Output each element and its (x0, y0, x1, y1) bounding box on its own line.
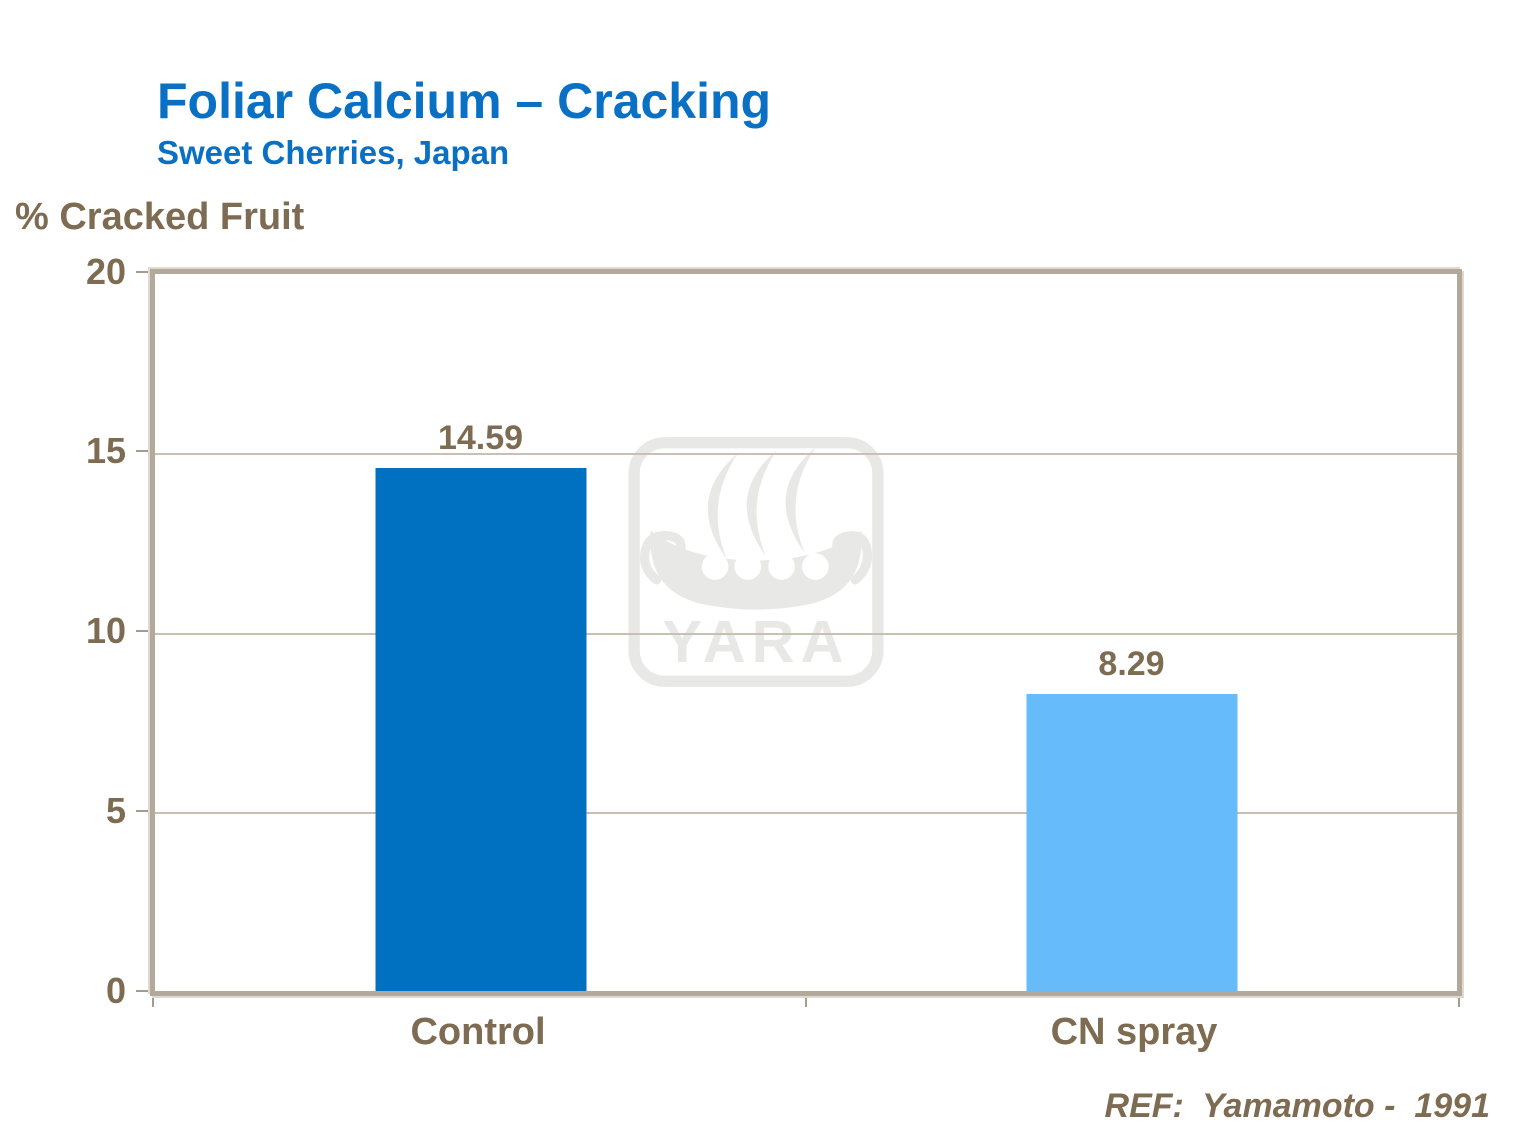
category-label-cn-spray: CN spray (1050, 1011, 1218, 1053)
slide-title: Foliar Calcium – Cracking (157, 73, 772, 129)
bar-group-cn-spray: 8.29 (1026, 274, 1237, 991)
bar-cn-spray (1026, 693, 1237, 991)
y-tick-label-20: 20 (85, 251, 126, 292)
yara-watermark-logo: YARA (628, 437, 884, 687)
y-tick-label-10: 10 (85, 610, 126, 651)
bar-value-label-cn-spray: 8.29 (1098, 644, 1165, 683)
x-tick-mark (152, 995, 154, 1007)
y-tick-mark (136, 810, 151, 812)
y-tick-mark (136, 990, 151, 992)
gridline-15 (155, 453, 1457, 456)
x-axis-category-row: Control CN spray (150, 1011, 1462, 1054)
y-tick-mark (136, 450, 151, 452)
category-label-control: Control (410, 1011, 546, 1053)
plot-area: 14.59 8.29 (150, 269, 1462, 996)
yara-watermark-text: YARA (662, 608, 849, 675)
y-axis-title: % Cracked Fruit (15, 196, 305, 238)
reference-text: REF: Yamamoto - 1991 (1104, 1087, 1490, 1125)
bar-value-label-control: 14.59 (437, 418, 524, 457)
y-tick-label-15: 15 (85, 430, 126, 471)
y-tick-mark (136, 271, 151, 273)
gridline-10 (155, 632, 1457, 635)
bar-group-control: 14.59 (375, 274, 586, 991)
slide-subtitle: Sweet Cherries, Japan (157, 134, 510, 171)
gridline-5 (155, 811, 1457, 814)
x-tick-mark (1458, 995, 1460, 1007)
y-tick-mark (136, 630, 151, 632)
x-tick-mark (805, 995, 807, 1007)
y-tick-label-0: 0 (105, 970, 126, 1011)
bar-control (375, 467, 586, 991)
y-tick-label-5: 5 (105, 790, 126, 831)
